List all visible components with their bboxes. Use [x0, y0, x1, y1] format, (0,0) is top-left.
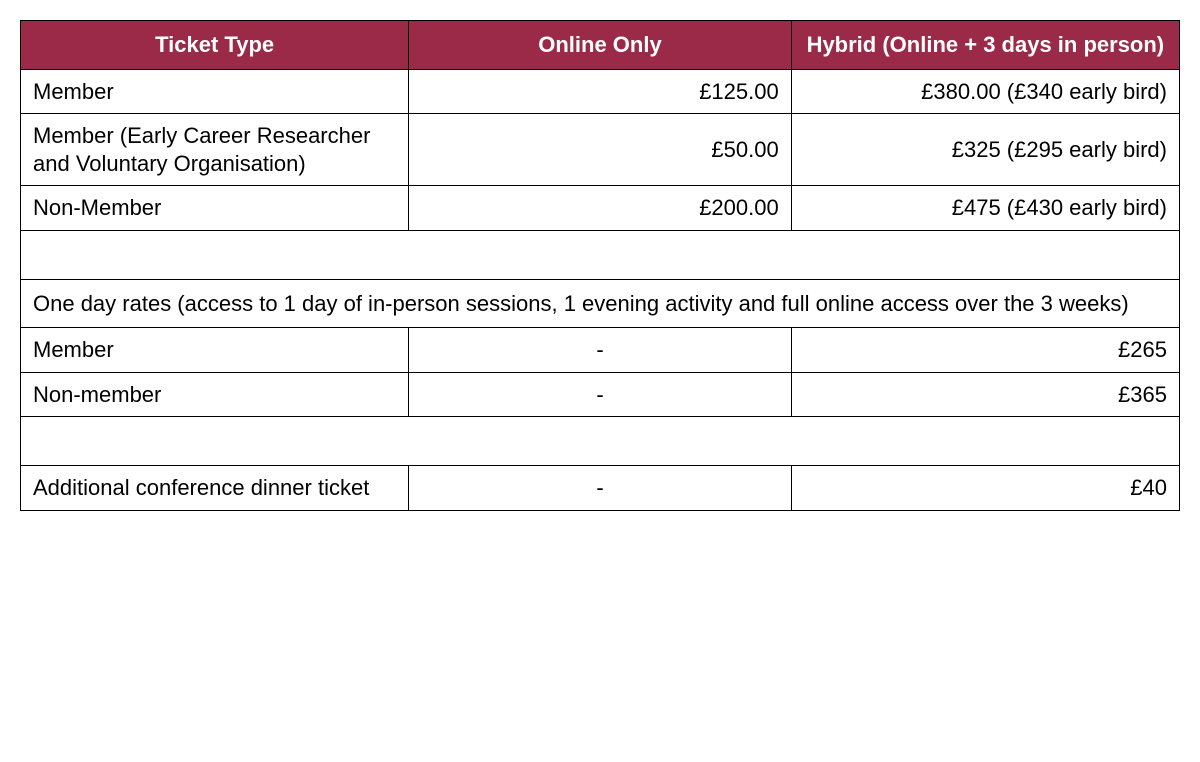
row-hybrid-price: £325 (£295 early bird) [791, 114, 1179, 186]
row-hybrid-price: £475 (£430 early bird) [791, 186, 1179, 231]
row-online-price: - [409, 466, 791, 511]
table-row: Non-member - £365 [21, 372, 1180, 417]
row-label: Member [21, 69, 409, 114]
table-row: Member £125.00 £380.00 (£340 early bird) [21, 69, 1180, 114]
table-row: Additional conference dinner ticket - £4… [21, 466, 1180, 511]
header-hybrid: Hybrid (Online + 3 days in person) [791, 21, 1179, 70]
header-ticket-type: Ticket Type [21, 21, 409, 70]
one-day-section-header: One day rates (access to 1 day of in-per… [21, 279, 1180, 328]
header-online-only: Online Only [409, 21, 791, 70]
table-row: Non-Member £200.00 £475 (£430 early bird… [21, 186, 1180, 231]
one-day-heading: One day rates (access to 1 day of in-per… [21, 279, 1180, 328]
row-label: Non-member [21, 372, 409, 417]
row-label: Additional conference dinner ticket [21, 466, 409, 511]
row-online-price: - [409, 372, 791, 417]
row-hybrid-price: £265 [791, 328, 1179, 373]
row-online-price: £200.00 [409, 186, 791, 231]
table-row: Member - £265 [21, 328, 1180, 373]
spacer-row [21, 230, 1180, 279]
table-row: Member (Early Career Researcher and Volu… [21, 114, 1180, 186]
row-online-price: £50.00 [409, 114, 791, 186]
row-label: Non-Member [21, 186, 409, 231]
row-hybrid-price: £40 [791, 466, 1179, 511]
row-hybrid-price: £365 [791, 372, 1179, 417]
pricing-table: Ticket Type Online Only Hybrid (Online +… [20, 20, 1180, 511]
row-label: Member (Early Career Researcher and Volu… [21, 114, 409, 186]
row-online-price: £125.00 [409, 69, 791, 114]
spacer-row [21, 417, 1180, 466]
row-label: Member [21, 328, 409, 373]
row-online-price: - [409, 328, 791, 373]
row-hybrid-price: £380.00 (£340 early bird) [791, 69, 1179, 114]
header-row: Ticket Type Online Only Hybrid (Online +… [21, 21, 1180, 70]
